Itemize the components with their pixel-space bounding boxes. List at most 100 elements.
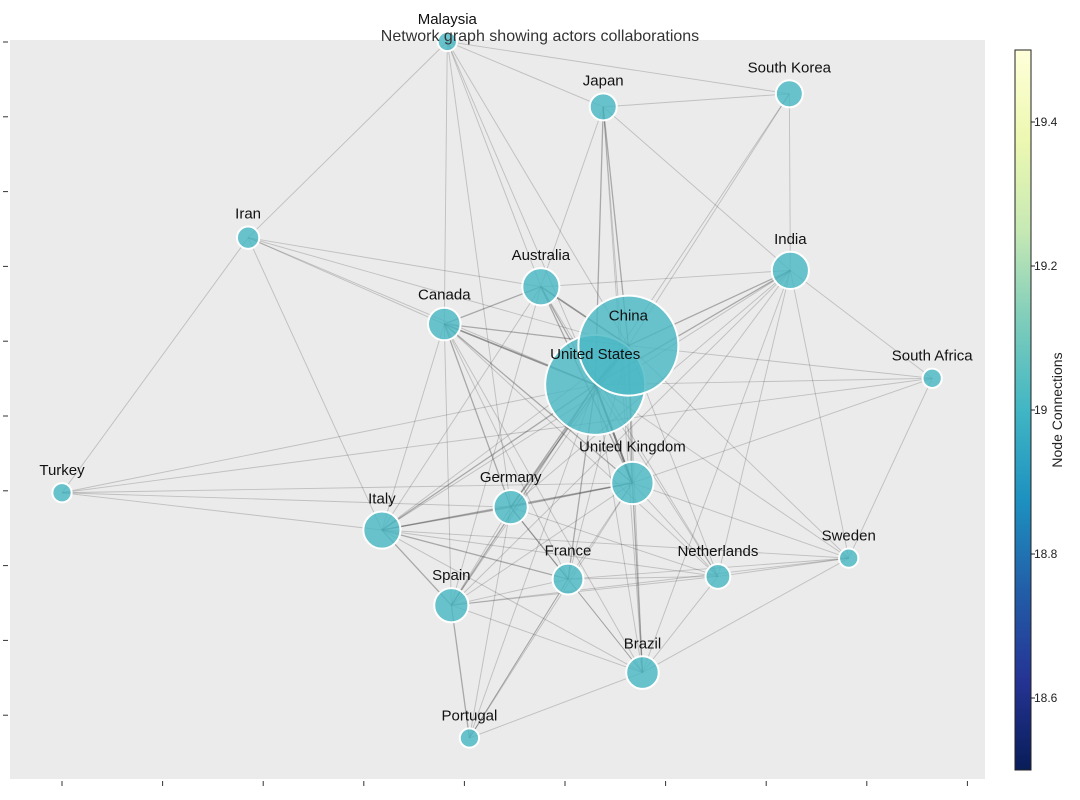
node-label-malaysia: Malaysia <box>418 11 478 28</box>
edge-canada-france <box>443 323 569 580</box>
labels-layer: United States China United Kingdom Australi… <box>39 11 973 725</box>
edge-canada-iran <box>247 237 445 325</box>
edge-australia-japan <box>540 106 604 287</box>
edge-canada-spain <box>443 324 452 606</box>
edge-united-states-turkey <box>61 384 596 494</box>
edge-france-brazil <box>567 578 643 673</box>
edge-brazil-india <box>642 270 791 673</box>
edge-germany-malaysia <box>446 41 512 508</box>
node-label-portugal: Portugal <box>441 707 497 724</box>
edge-germany-spain <box>450 506 512 606</box>
node-label-india: India <box>774 231 807 248</box>
node-south-africa <box>921 367 943 389</box>
node-china <box>577 294 680 397</box>
edge-united-kingdom-canada <box>443 323 633 484</box>
edge-italy-germany <box>381 506 511 531</box>
edge-australia-italy <box>381 286 542 531</box>
edge-germany-portugal <box>468 507 512 739</box>
edge-united-kingdom-turkey <box>61 482 633 494</box>
node-canada <box>426 306 462 342</box>
edge-italy-brazil <box>381 529 643 674</box>
node-label-turkey: Turkey <box>39 462 85 479</box>
edge-germany-netherlands <box>510 506 719 577</box>
node-south-korea <box>774 79 804 109</box>
edge-brazil-netherlands <box>642 576 719 673</box>
colorbar-gradient <box>1014 49 1032 771</box>
edge-malaysia-south-korea <box>447 41 790 95</box>
node-label-france: France <box>545 543 592 560</box>
edge-japan-malaysia <box>447 41 604 108</box>
node-label-iran: Iran <box>235 206 261 223</box>
edge-australia-iran <box>248 237 541 288</box>
node-portugal <box>458 727 481 749</box>
node-united-kingdom <box>610 460 655 506</box>
edges-layer <box>61 41 933 739</box>
edge-australia-netherlands <box>540 286 719 577</box>
edge-spain-france <box>451 578 569 606</box>
node-germany <box>492 489 529 526</box>
colorbar-title: Node Connections <box>1049 352 1065 467</box>
node-turkey <box>51 482 73 504</box>
edge-germany-turkey <box>61 492 511 508</box>
edge-malaysia-iran <box>247 41 448 239</box>
node-label-germany: Germany <box>480 469 542 486</box>
plot-area <box>10 40 985 779</box>
edge-south-africa-sweden <box>848 378 933 559</box>
node-label-brazil: Brazil <box>624 635 662 652</box>
node-sweden <box>838 547 860 569</box>
node-label-spain: Spain <box>432 567 470 584</box>
edge-spain-portugal <box>450 605 471 739</box>
node-australia <box>521 267 561 307</box>
colorbar-tick-label: 19.4 <box>1034 115 1058 129</box>
node-label-south-africa: South Africa <box>892 348 974 365</box>
axis-ticks <box>3 41 968 786</box>
colorbar-tick-label: 18.8 <box>1034 547 1058 561</box>
edge-spain-sweden <box>451 557 849 606</box>
node-india <box>770 250 810 290</box>
node-label-italy: Italy <box>368 490 396 507</box>
node-iran <box>235 225 261 250</box>
node-label-south-korea: South Korea <box>748 59 832 76</box>
node-label-united-states: United States <box>550 346 640 363</box>
edge-brazil-sweden <box>642 557 849 674</box>
edge-canada-malaysia <box>443 41 448 325</box>
edge-spain-india <box>450 270 791 606</box>
edge-brazil-portugal <box>469 672 643 739</box>
edge-portugal-france <box>469 578 569 739</box>
edge-india-sweden <box>789 270 850 559</box>
edge-italy-iran <box>247 237 383 531</box>
node-france <box>551 562 585 596</box>
edge-canada-italy <box>381 323 445 531</box>
colorbar: 18.6 18.8 19 19.2 19.4 Node Connections <box>1014 49 1065 771</box>
edge-australia-malaysia <box>446 41 542 287</box>
edge-japan-south-korea <box>603 93 790 108</box>
node-label-canada: Canada <box>418 287 471 304</box>
node-netherlands <box>704 563 732 590</box>
edge-australia-india <box>540 269 791 288</box>
edge-india-south-africa <box>790 270 933 379</box>
edge-united-kingdom-spain <box>451 482 633 606</box>
edge-canada-netherlands <box>443 323 719 577</box>
edge-united-states-malaysia <box>446 41 596 386</box>
edge-china-sweden <box>628 345 850 559</box>
edge-united-kingdom-south-africa <box>632 377 933 484</box>
edge-france-netherlands <box>568 575 718 580</box>
edge-united-kingdom-portugal <box>469 482 633 739</box>
colorbar-tick-label: 18.6 <box>1034 691 1058 705</box>
edge-china-malaysia <box>446 41 629 346</box>
edge-united-states-portugal <box>468 384 596 739</box>
edge-united-states-sweden <box>594 384 849 559</box>
edge-spain-brazil <box>451 604 643 674</box>
edge-italy-sweden <box>381 529 849 559</box>
edge-canada-brazil <box>443 323 643 673</box>
colorbar-tick-label: 19 <box>1034 403 1048 417</box>
chart-title: Network graph showing actors collaborati… <box>381 28 699 45</box>
edge-canada-germany <box>443 323 512 508</box>
node-label-china: China <box>609 308 649 325</box>
edge-united-kingdom-india <box>632 270 791 484</box>
node-japan <box>588 92 618 122</box>
edge-italy-netherlands <box>381 529 718 577</box>
nodes-layer <box>51 30 943 749</box>
